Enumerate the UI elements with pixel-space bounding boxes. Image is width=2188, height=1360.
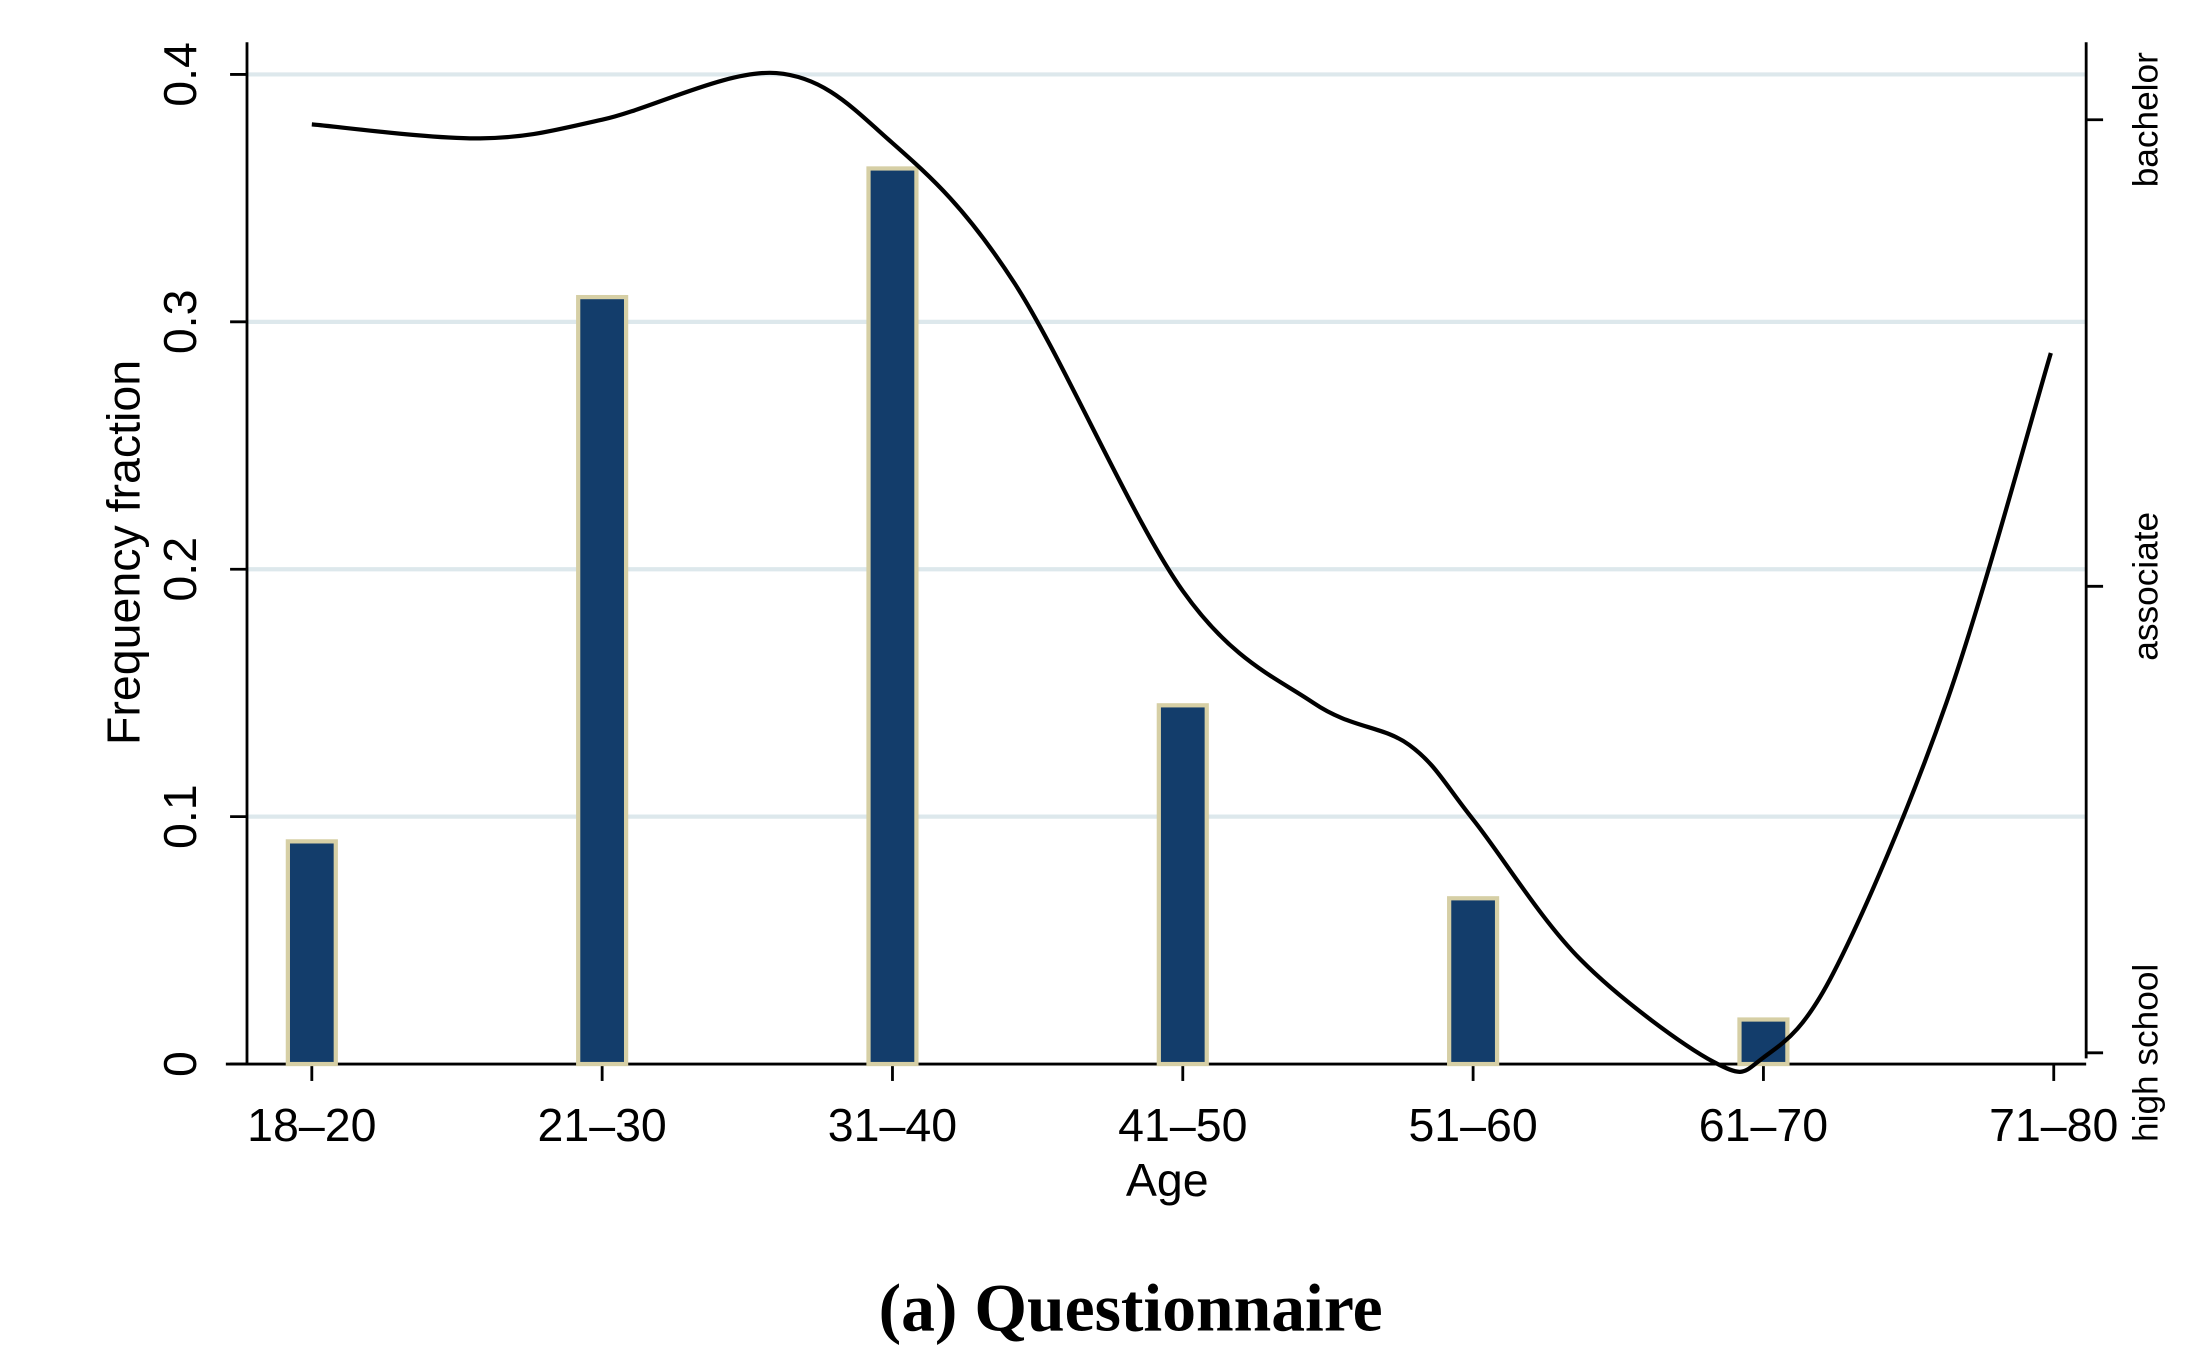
x-tick-label: 71–80 — [1989, 1099, 2118, 1151]
bar — [1156, 703, 1209, 1067]
x-axis-title: Age — [1126, 1154, 1209, 1206]
y-tick-label: 0 — [154, 1051, 206, 1077]
x-tick-label: 21–30 — [537, 1099, 666, 1151]
bar — [866, 166, 919, 1067]
y-tick-label: 0.3 — [154, 290, 206, 355]
x-tick-label: 41–50 — [1118, 1099, 1247, 1151]
y-tick-label: 0.2 — [154, 537, 206, 602]
y-tick-label: 0.4 — [154, 42, 206, 107]
y-tick-label: 0.1 — [154, 784, 206, 849]
line-series — [311, 70, 2053, 1074]
x-tick-label: 18–20 — [247, 1099, 376, 1151]
x-tick-label: 61–70 — [1699, 1099, 1828, 1151]
y2-tick-label: high school — [2126, 964, 2165, 1142]
bar — [1447, 896, 1500, 1067]
caption: (a) Questionnaire — [879, 1270, 1383, 1345]
y-axis-title: Frequency fraction — [97, 360, 149, 745]
y2-tick-label: bachelor — [2126, 52, 2165, 187]
x-tick-label: 51–60 — [1408, 1099, 1537, 1151]
y2-tick-label: associate — [2126, 512, 2165, 661]
bar — [285, 839, 338, 1067]
bar — [576, 294, 629, 1067]
x-tick-label: 31–40 — [828, 1099, 957, 1151]
